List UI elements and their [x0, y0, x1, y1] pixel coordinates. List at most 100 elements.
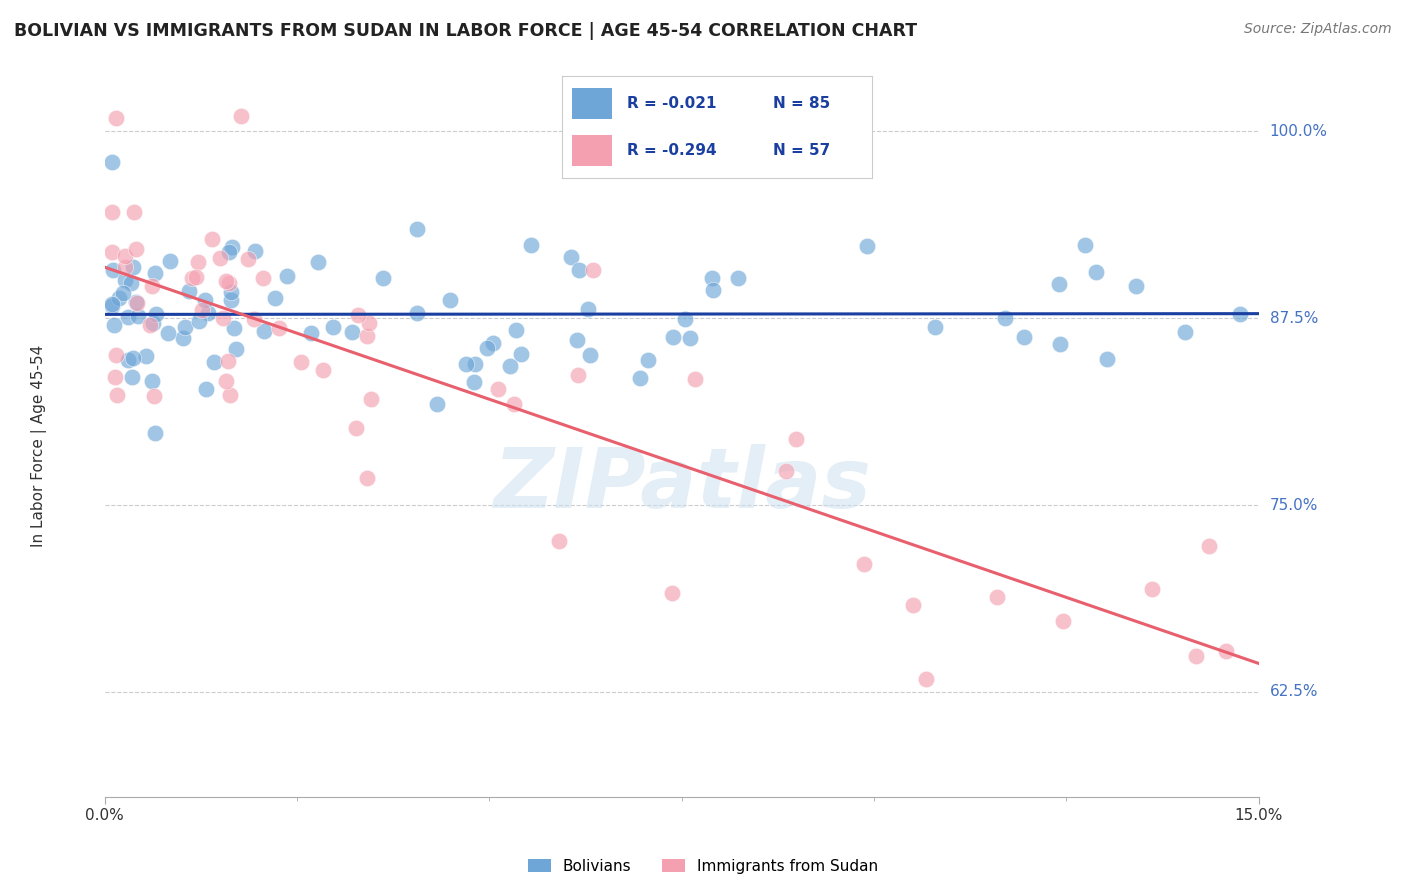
Point: [340, 325, 363, 339]
Point: [576, 301, 599, 316]
Point: [101, 244, 124, 259]
Point: [127, 310, 149, 324]
Point: [637, 353, 659, 368]
Point: [105, 112, 128, 126]
Point: [685, 372, 707, 386]
Point: [194, 293, 217, 307]
Point: [215, 274, 238, 288]
Point: [322, 319, 344, 334]
Point: [209, 251, 232, 265]
Point: [243, 244, 266, 258]
Point: [243, 311, 266, 326]
Point: [125, 242, 148, 256]
Point: [124, 295, 146, 310]
Point: [219, 388, 242, 402]
Point: [700, 270, 723, 285]
Point: [568, 262, 591, 277]
Point: [219, 285, 242, 300]
Point: [276, 269, 298, 284]
Point: [1140, 582, 1163, 596]
Point: [122, 205, 145, 219]
Point: [505, 323, 527, 337]
Point: [238, 252, 260, 266]
Point: [143, 425, 166, 440]
Point: [143, 389, 166, 403]
Point: [135, 349, 157, 363]
Point: [121, 370, 143, 384]
Point: [439, 293, 461, 308]
Point: [180, 271, 202, 285]
Text: BOLIVIAN VS IMMIGRANTS FROM SUDAN IN LABOR FORCE | AGE 45-54 CORRELATION CHART: BOLIVIAN VS IMMIGRANTS FROM SUDAN IN LAB…: [14, 22, 917, 40]
Point: [463, 375, 485, 389]
Point: [1049, 337, 1071, 351]
Point: [225, 342, 247, 356]
Point: [120, 277, 142, 291]
Point: [1085, 265, 1108, 279]
Point: [299, 326, 322, 340]
Point: [202, 355, 225, 369]
Point: [581, 263, 603, 277]
Text: In Labor Force | Age 45-54: In Labor Force | Age 45-54: [31, 345, 48, 547]
Point: [101, 299, 124, 313]
Point: [986, 590, 1008, 604]
Point: [482, 336, 505, 351]
Point: [1174, 325, 1197, 339]
Point: [702, 283, 724, 297]
Point: [219, 293, 242, 308]
Point: [218, 276, 240, 290]
Point: [215, 374, 238, 388]
Point: [679, 331, 702, 345]
Point: [475, 341, 498, 355]
Point: [221, 239, 243, 253]
Text: R = -0.294: R = -0.294: [627, 144, 717, 158]
Point: [903, 598, 925, 612]
Point: [108, 291, 131, 305]
Point: [1047, 277, 1070, 292]
Point: [405, 306, 427, 320]
Point: [856, 238, 879, 252]
Point: [852, 557, 875, 571]
Point: [312, 362, 335, 376]
Point: [252, 270, 274, 285]
Point: [560, 250, 582, 264]
Point: [373, 271, 395, 285]
Point: [224, 320, 246, 334]
Point: [139, 318, 162, 332]
Point: [344, 420, 367, 434]
Point: [159, 253, 181, 268]
Text: 75.0%: 75.0%: [1270, 498, 1317, 513]
Point: [190, 303, 212, 318]
Point: [197, 306, 219, 320]
Point: [195, 382, 218, 396]
Point: [356, 329, 378, 343]
Legend: Bolivians, Immigrants from Sudan: Bolivians, Immigrants from Sudan: [522, 853, 884, 880]
Point: [101, 297, 124, 311]
Point: [356, 471, 378, 485]
Point: [174, 319, 197, 334]
Point: [253, 325, 276, 339]
Point: [406, 222, 429, 236]
Point: [503, 397, 526, 411]
Point: [187, 255, 209, 269]
Point: [464, 357, 486, 371]
Point: [143, 266, 166, 280]
Text: N = 57: N = 57: [773, 144, 830, 158]
Text: R = -0.021: R = -0.021: [627, 96, 717, 111]
Point: [172, 331, 194, 345]
Point: [104, 348, 127, 362]
Point: [1012, 330, 1035, 344]
Point: [117, 310, 139, 324]
Point: [1074, 238, 1097, 252]
Point: [775, 464, 797, 478]
Text: 87.5%: 87.5%: [1270, 310, 1317, 326]
Point: [1052, 614, 1074, 628]
Point: [125, 296, 148, 310]
Point: [121, 260, 143, 274]
Point: [212, 311, 235, 326]
Point: [145, 308, 167, 322]
Point: [785, 432, 807, 446]
Point: [177, 284, 200, 298]
Bar: [572, 88, 612, 119]
Point: [114, 260, 136, 275]
Point: [103, 318, 125, 333]
